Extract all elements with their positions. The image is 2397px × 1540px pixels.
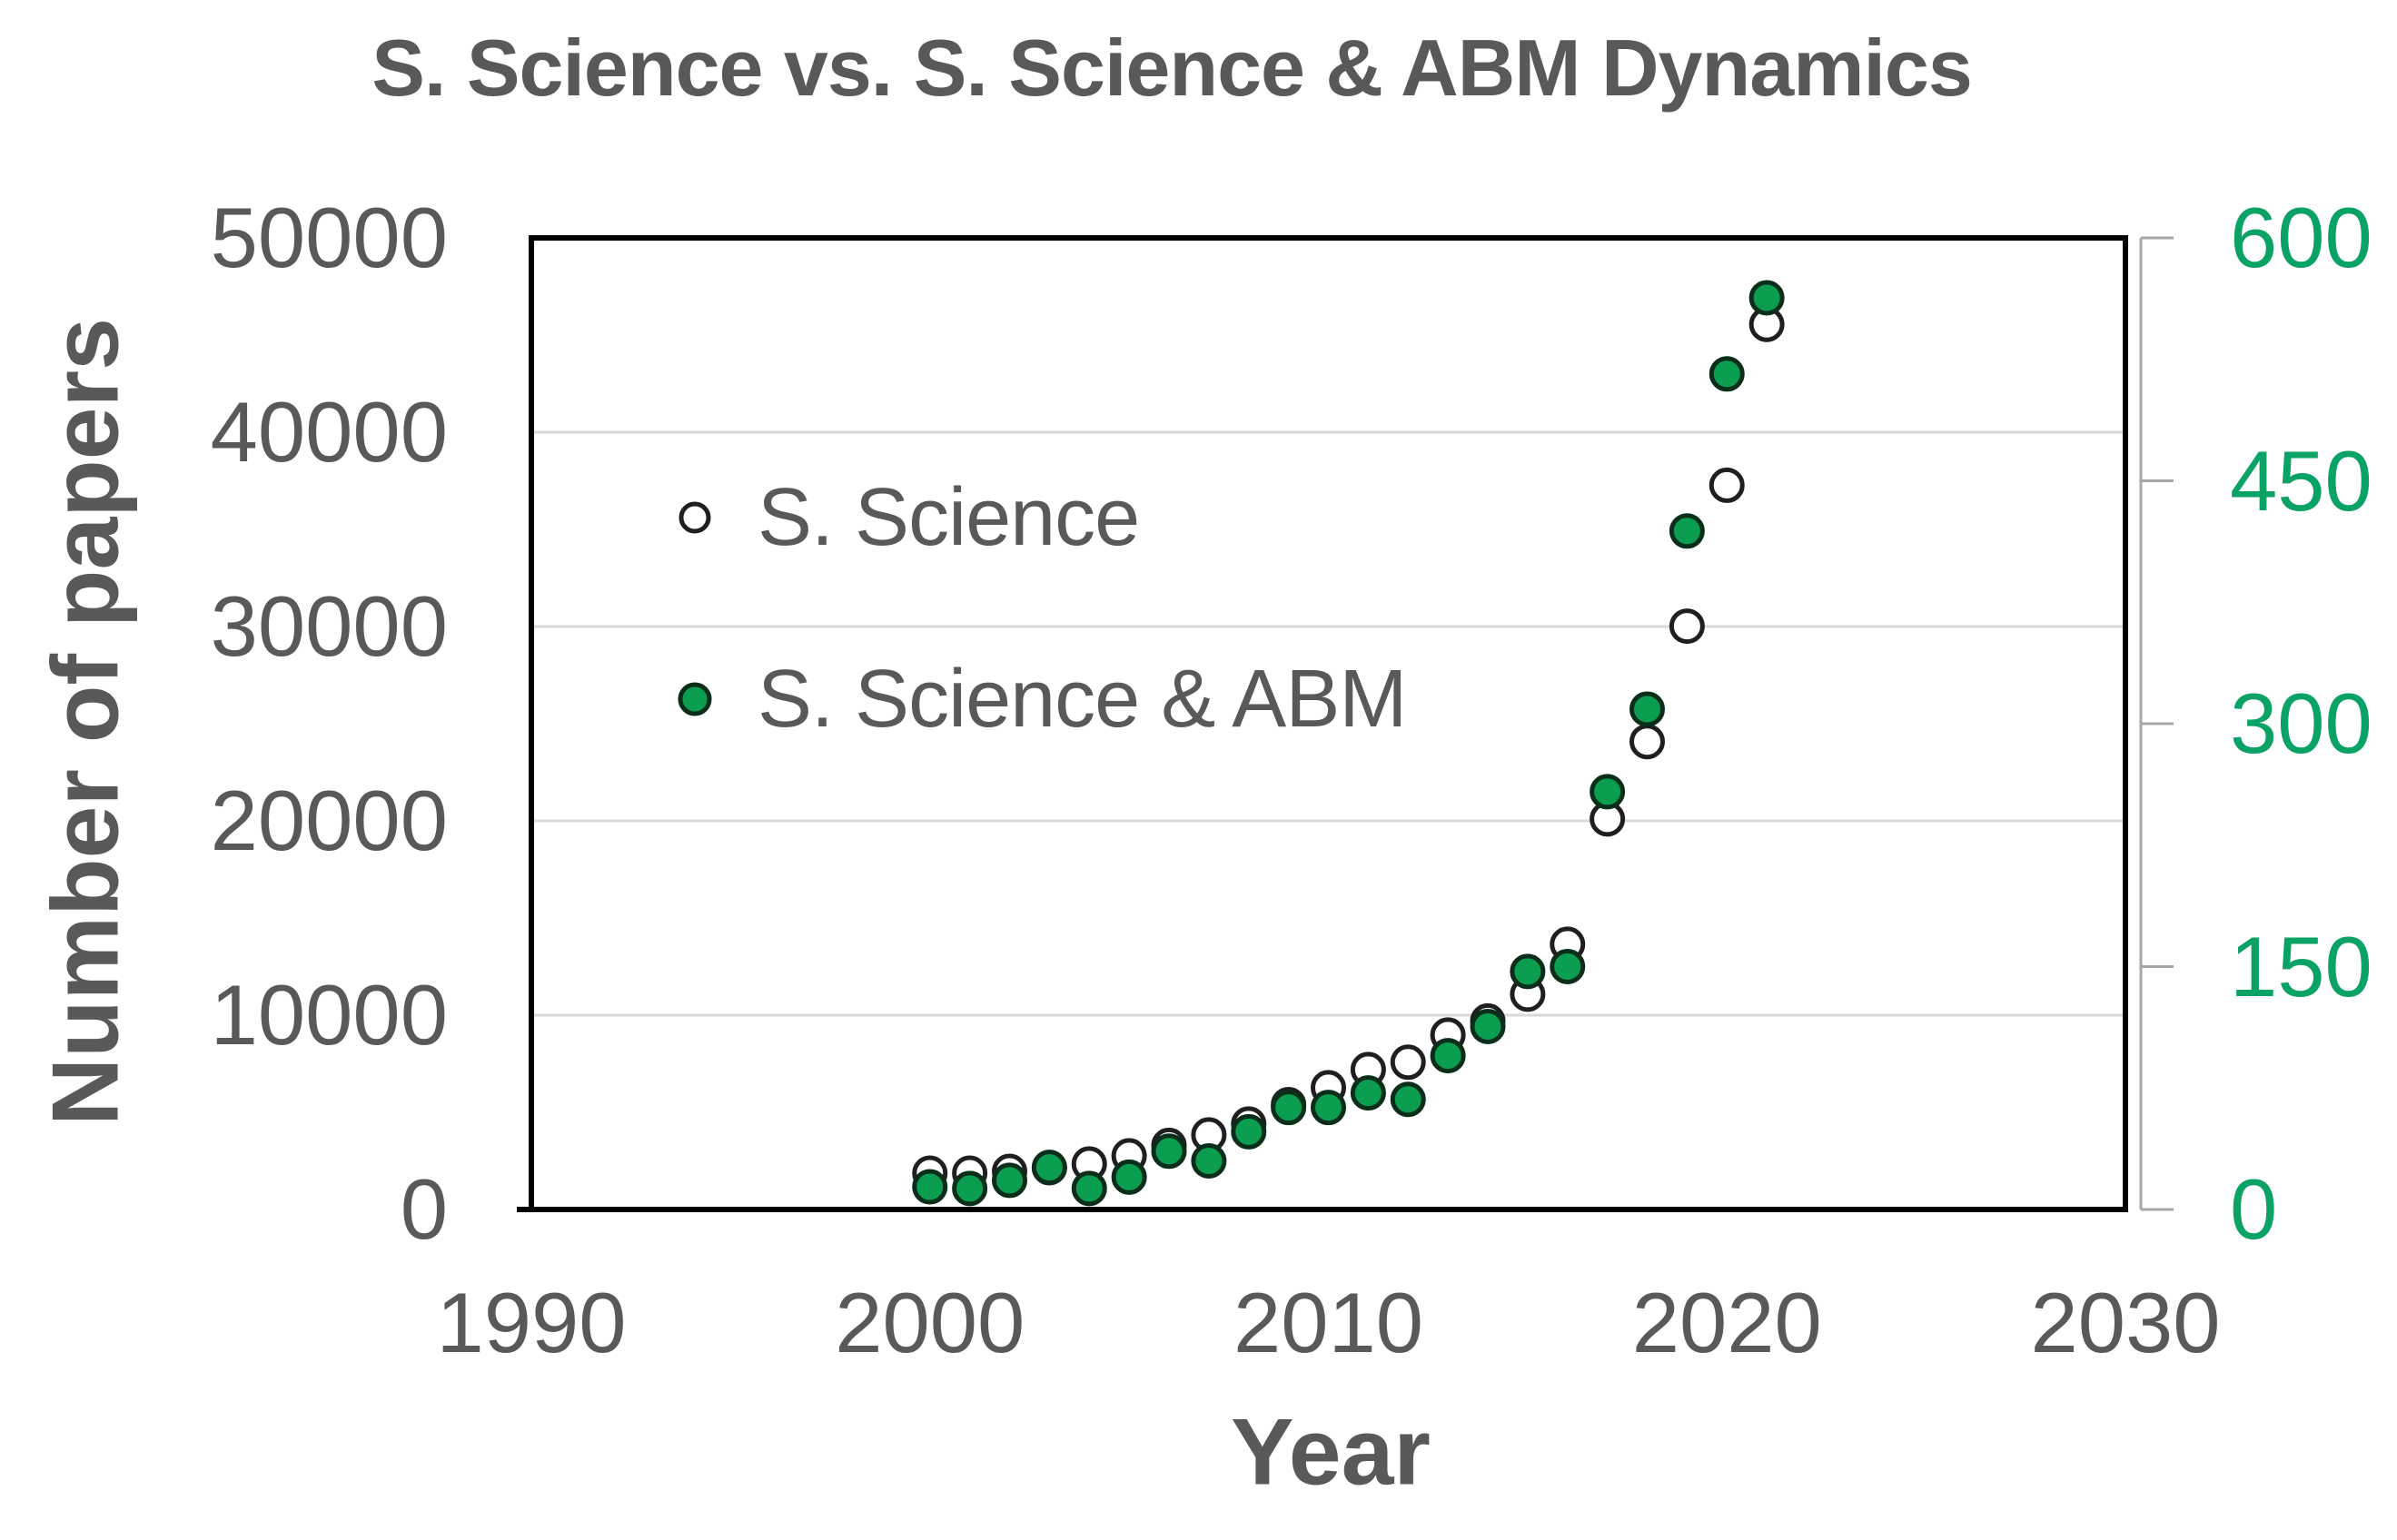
x-axis-tick-label: 2010 bbox=[1233, 1275, 1424, 1370]
left-axis-tick-label: 30000 bbox=[210, 578, 448, 674]
data-point-s-science bbox=[1390, 1044, 1426, 1081]
right-axis-tick-label: 600 bbox=[2230, 190, 2372, 285]
chart-title: S. Science vs. S. Science & ABM Dynamics bbox=[371, 23, 1973, 113]
data-point-s-science-abm bbox=[1311, 1090, 1346, 1126]
legend-label: S. Science bbox=[758, 471, 1140, 563]
filled-circle-icon bbox=[678, 682, 712, 716]
left-axis-tick-label: 10000 bbox=[210, 967, 448, 1062]
data-point-s-science-abm bbox=[952, 1170, 988, 1207]
left-axis-tick-label: 20000 bbox=[210, 773, 448, 868]
data-point-s-science-abm bbox=[1709, 356, 1745, 392]
right-axis-tick-label: 0 bbox=[2230, 1161, 2278, 1257]
x-axis-tick-label: 1990 bbox=[436, 1275, 627, 1370]
right-axis-tick-label: 450 bbox=[2230, 432, 2372, 528]
data-point-s-science bbox=[1709, 467, 1745, 503]
y-axis-title: Number of papers bbox=[33, 318, 139, 1126]
legend-item-s-science-abm: S. Science & ABM bbox=[663, 640, 1407, 758]
x-axis-tick-label: 2030 bbox=[2030, 1275, 2221, 1370]
data-point-s-science-abm bbox=[1470, 1008, 1506, 1044]
left-axis-tick-label: 40000 bbox=[210, 384, 448, 479]
plot-border bbox=[529, 235, 2128, 1212]
data-point-s-science-abm bbox=[1231, 1113, 1267, 1150]
x-axis-tick-label: 2020 bbox=[1631, 1275, 1822, 1370]
legend-item-s-science: S. Science bbox=[663, 459, 1140, 577]
left-axis-tick-label: 0 bbox=[400, 1161, 448, 1257]
data-point-s-science-abm bbox=[912, 1169, 948, 1205]
data-point-s-science-abm bbox=[992, 1162, 1027, 1199]
data-point-s-science-abm bbox=[1071, 1170, 1107, 1207]
data-point-s-science bbox=[1629, 724, 1665, 760]
data-point-s-science-abm bbox=[1629, 691, 1665, 727]
right-axis-tick-label: 150 bbox=[2230, 918, 2372, 1014]
data-point-s-science-abm bbox=[1390, 1081, 1426, 1118]
data-point-s-science-abm bbox=[1271, 1090, 1307, 1126]
data-point-s-science-abm bbox=[1191, 1143, 1227, 1179]
data-point-s-science-abm bbox=[1350, 1075, 1386, 1111]
open-circle-icon bbox=[678, 501, 711, 534]
data-point-s-science-abm bbox=[1550, 949, 1586, 984]
data-point-s-science-abm bbox=[1031, 1150, 1067, 1186]
data-point-s-science-abm bbox=[1590, 774, 1626, 810]
x-axis-title: Year bbox=[1231, 1399, 1431, 1505]
data-point-s-science-abm bbox=[1151, 1133, 1187, 1170]
data-point-s-science-abm bbox=[1748, 280, 1785, 316]
x-axis-tick-label: 2000 bbox=[835, 1275, 1025, 1370]
legend-label: S. Science & ABM bbox=[758, 653, 1407, 745]
data-point-s-science-abm bbox=[1510, 953, 1546, 990]
right-axis-tick-label: 300 bbox=[2230, 676, 2372, 771]
data-point-s-science-abm bbox=[1669, 513, 1705, 549]
left-axis-tick-label: 50000 bbox=[210, 190, 448, 285]
data-point-s-science-abm bbox=[1430, 1038, 1466, 1074]
data-point-s-science bbox=[1669, 608, 1705, 645]
data-point-s-science-abm bbox=[1111, 1159, 1147, 1195]
